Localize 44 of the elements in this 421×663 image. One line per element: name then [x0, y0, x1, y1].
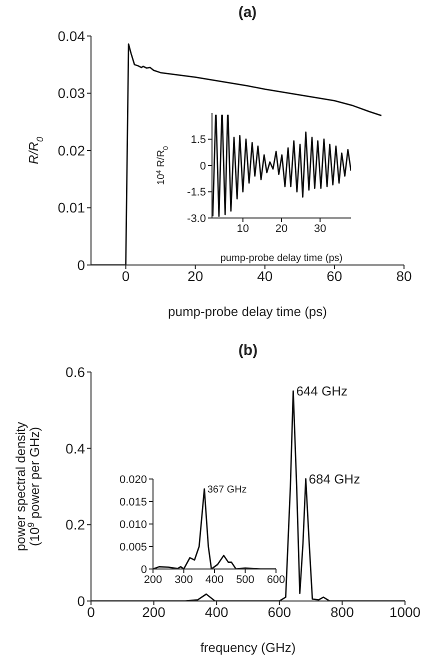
- y-tick-label: 0.02: [58, 142, 86, 158]
- annotation: 367 GHz: [207, 484, 247, 496]
- y-tick-label: 0.04: [58, 28, 86, 44]
- y-tick-label: 0.020: [119, 474, 147, 486]
- y-tick-label: 0.03: [58, 85, 86, 102]
- x-tick-label: 600: [268, 604, 292, 620]
- x-tick-label: 80: [396, 268, 412, 284]
- x-tick-label: 200: [142, 604, 166, 620]
- y-tick-label: -1.5: [187, 186, 206, 199]
- x-tick-label: 10: [236, 222, 250, 235]
- x-tick-label: 20: [275, 222, 288, 235]
- x-tick-label: 40: [257, 268, 273, 284]
- x-axis-title: pump-probe delay time (ps): [220, 253, 343, 264]
- chart-title: (a): [237, 4, 258, 21]
- y-tick-label: 0.015: [119, 496, 147, 508]
- chart-title: (b): [237, 342, 259, 359]
- x-tick-label: 400: [205, 574, 224, 586]
- x-axis-title: pump-probe delay time (ps): [168, 304, 327, 319]
- x-tick-label: 500: [236, 574, 254, 586]
- y-tick-label: 0.005: [119, 541, 147, 554]
- y-tick-label: 1.5: [190, 134, 206, 146]
- annotation: 644 GHz: [296, 384, 348, 399]
- y-tick-label: 0: [77, 592, 86, 609]
- x-tick-label: 60: [326, 268, 342, 284]
- y-tick-label: 0.010: [119, 518, 147, 531]
- x-tick-label: 800: [330, 604, 354, 620]
- y-tick-label: -3.0: [187, 212, 206, 225]
- annotation: 684 GHz: [308, 471, 360, 486]
- x-tick-label: 1000: [389, 604, 421, 620]
- y-tick-label: 0.4: [66, 440, 86, 456]
- x-tick-label: 0: [87, 604, 96, 620]
- x-tick-label: 300: [174, 574, 193, 586]
- y-tick-label: 0: [77, 256, 86, 273]
- x-tick-label: 400: [204, 604, 228, 620]
- x-tick-label: 30: [314, 222, 326, 235]
- y-tick-label: 0: [140, 564, 147, 576]
- y-tick-label: 0.01: [58, 200, 86, 216]
- x-tick-label: 200: [144, 574, 162, 586]
- x-tick-label: 20: [188, 268, 204, 284]
- x-tick-label: 600: [266, 574, 286, 586]
- y-tick-label: 0.6: [66, 364, 86, 380]
- y-tick-label: 0.2: [66, 516, 86, 533]
- x-axis-title: frequency (GHz): [200, 640, 296, 655]
- y-tick-label: 0: [200, 160, 206, 172]
